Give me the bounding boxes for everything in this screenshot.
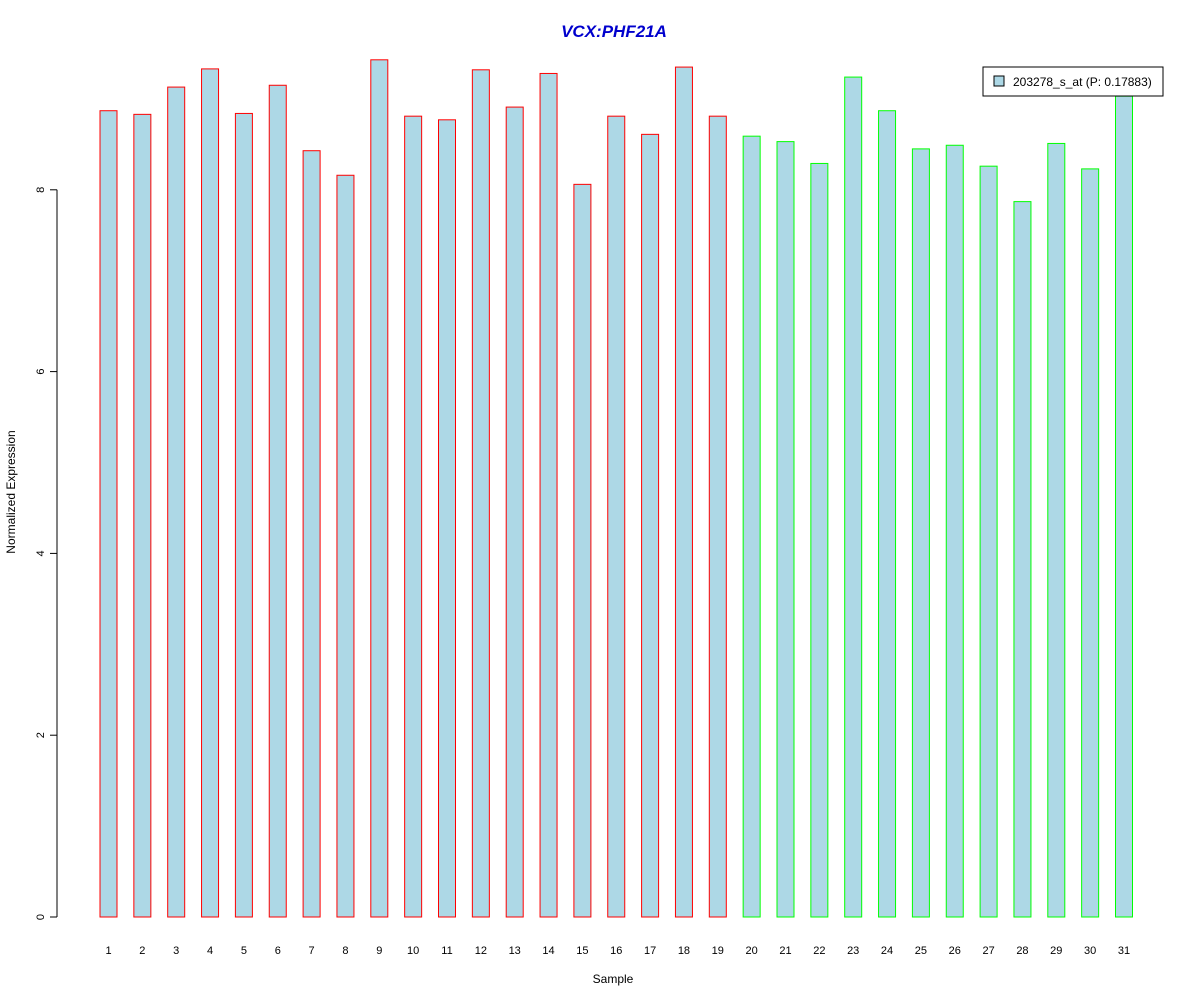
bar-sample-11 <box>438 119 456 918</box>
x-tick-label: 6 <box>275 945 281 957</box>
y-tick-label: 2 <box>35 732 47 738</box>
bar-sample-18 <box>674 66 693 918</box>
x-axis-labels: 1 2 3 4 5 6 7 8 9 10 11 12 13 14 15 16 17 18 19 20 21 22 23 24 2… <box>105 945 1130 957</box>
x-tick-label: 30 <box>1084 945 1096 957</box>
bar-sample-6 <box>268 84 287 918</box>
bar-sample-8 <box>336 174 355 918</box>
bar-sample-9 <box>370 59 389 918</box>
bar-sample-10 <box>404 115 423 918</box>
bar-sample-22 <box>810 162 829 918</box>
x-tick-label: 5 <box>241 945 247 957</box>
x-tick-label: 23 <box>847 945 859 957</box>
bar-sample-3 <box>167 86 186 918</box>
bar-sample-14 <box>539 72 558 918</box>
x-tick-label: 12 <box>475 945 487 957</box>
x-tick-label: 13 <box>509 945 521 957</box>
bar-sample-23 <box>844 76 863 918</box>
legend-box <box>982 66 1164 97</box>
x-axis-title: Sample <box>593 972 634 986</box>
y-axis-title: Normalized Expression <box>4 430 18 553</box>
x-tick-label: 27 <box>982 945 994 957</box>
bar-sample-31 <box>1115 95 1133 918</box>
x-tick-label: 22 <box>813 945 825 957</box>
x-tick-label: 14 <box>542 945 554 957</box>
bars-group <box>99 59 1133 918</box>
bar-sample-7 <box>302 150 321 918</box>
bar-sample-28 <box>1013 201 1032 918</box>
x-tick-label: 25 <box>915 945 927 957</box>
x-tick-label: 28 <box>1016 945 1028 957</box>
bar-sample-21 <box>776 141 795 918</box>
x-tick-label: 11 <box>441 945 452 957</box>
bar-sample-17 <box>641 133 660 918</box>
y-tick-label: 0 <box>35 914 47 920</box>
bar-sample-20 <box>742 135 761 918</box>
bar-sample-27 <box>979 165 998 918</box>
legend-swatch <box>993 75 1005 87</box>
bar-sample-26 <box>945 144 964 918</box>
x-tick-label: 24 <box>881 945 893 957</box>
x-tick-label: 17 <box>644 945 656 957</box>
x-tick-label: 9 <box>376 945 382 957</box>
x-tick-label: 16 <box>610 945 622 957</box>
bar-sample-1 <box>99 110 118 918</box>
x-tick-label: 15 <box>576 945 588 957</box>
bar-sample-30 <box>1081 168 1100 918</box>
bar-sample-29 <box>1047 142 1066 918</box>
x-tick-label: 2 <box>139 945 145 957</box>
bar-sample-15 <box>573 183 592 918</box>
x-tick-label: 20 <box>746 945 758 957</box>
x-tick-label: 26 <box>949 945 961 957</box>
legend-label: 203278_s_at (P: 0.17883) <box>1013 75 1152 89</box>
bar-sample-13 <box>505 106 524 918</box>
bar-sample-25 <box>911 148 930 918</box>
bar-sample-24 <box>878 110 897 918</box>
bar-sample-16 <box>607 115 626 918</box>
x-tick-label: 18 <box>678 945 690 957</box>
x-tick-label: 3 <box>173 945 179 957</box>
x-tick-label: 1 <box>105 945 111 957</box>
x-tick-label: 29 <box>1050 945 1062 957</box>
y-tick-label: 8 <box>35 187 47 193</box>
x-tick-label: 7 <box>309 945 315 957</box>
bar-sample-2 <box>133 113 152 918</box>
x-tick-label: 10 <box>407 945 419 957</box>
x-tick-label: 31 <box>1118 945 1130 957</box>
x-tick-label: 8 <box>342 945 348 957</box>
x-tick-label: 19 <box>712 945 724 957</box>
y-tick-label: 6 <box>35 369 47 375</box>
x-tick-label: 4 <box>207 945 213 957</box>
y-axis: 0 2 4 6 8 <box>35 187 58 920</box>
bar-sample-5 <box>234 112 253 918</box>
bar-sample-4 <box>201 68 220 918</box>
bar-sample-12 <box>471 69 490 918</box>
chart-title: VCX:PHF21A <box>561 22 667 41</box>
y-tick-label: 4 <box>35 550 47 556</box>
legend: 203278_s_at (P: 0.17883) <box>982 66 1164 97</box>
x-tick-label: 21 <box>779 945 791 957</box>
bar-sample-19 <box>708 115 727 918</box>
